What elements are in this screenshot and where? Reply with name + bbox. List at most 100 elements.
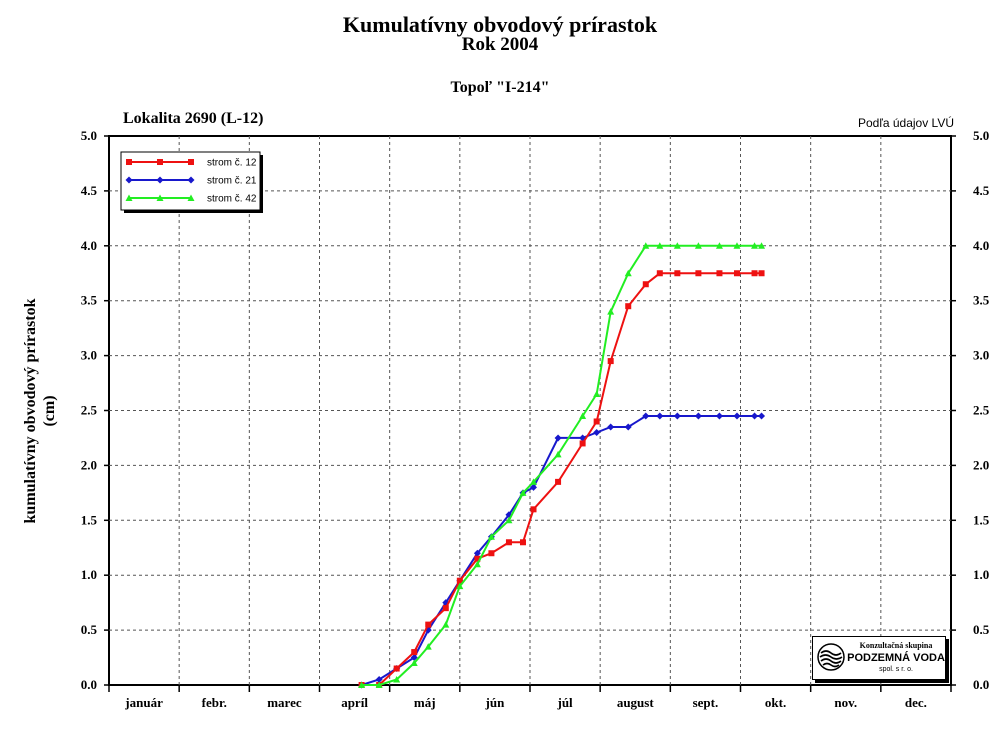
data-point [642,412,650,420]
data-point [695,270,702,277]
data-point [358,681,366,688]
data-point [126,159,132,165]
legend-label: strom č. 21 [207,176,257,187]
data-point [487,533,495,540]
legend: strom č. 12 strom č. 21 strom č. 42 [120,151,263,213]
data-point [624,269,632,277]
x-tick-label-month: okt. [765,695,786,710]
y-tick-label-right: 1.5 [973,512,990,527]
data-point [425,621,432,628]
data-point [156,176,164,184]
data-point [156,194,164,201]
data-point [530,478,538,485]
x-tick-label-month: sept. [693,695,719,710]
x-tick-label-month: január [124,695,163,710]
data-point [593,428,601,436]
data-point [579,412,587,419]
data-point [673,242,681,249]
data-point [642,281,649,288]
x-tick-label-month: nov. [834,695,857,710]
data-point [424,643,432,650]
data-point [456,582,464,590]
data-point [593,390,601,398]
data-point [656,412,664,420]
data-point [505,516,513,524]
data-point [393,676,401,683]
logo-line1: Konzultačná skupina [859,641,933,650]
y-tick-label-right: 2.5 [973,403,990,418]
data-point [505,539,512,546]
y-tick-label-right: 5.0 [973,128,989,143]
data-point [375,681,383,688]
data-point [716,270,723,277]
logo-line3: spol. s r. o. [879,666,913,673]
data-point [125,194,133,201]
x-tick-label-month: máj [414,695,436,710]
y-tick-label-left: 3.5 [81,293,98,308]
data-point [488,550,495,557]
waves-emblem-icon [817,643,845,671]
x-tick-label-month: dec. [905,695,927,710]
y-tick-label-right: 1.0 [973,567,989,582]
data-point [733,270,740,277]
legend-label: strom č. 42 [207,194,257,205]
data-point [530,506,537,513]
y-tick-label-right: 0.5 [973,622,990,637]
logo-line2: PODZEMNÁ VODA [847,652,945,664]
data-point [125,176,133,184]
data-point [715,412,723,420]
y-tick-label-left: 1.0 [81,567,97,582]
data-point [442,605,449,612]
data-point [694,412,702,420]
y-tick-label-left: 4.0 [81,238,97,253]
y-tick-label-left: 3.0 [81,348,97,363]
data-point [456,577,463,584]
data-point [187,194,195,201]
data-point [442,621,450,628]
data-point [410,654,418,662]
data-point [758,242,766,249]
x-tick-label-month: júl [556,695,573,710]
y-tick-label-left: 0.0 [81,677,97,692]
data-point [188,159,194,165]
chart-year: Rok 2004 [461,34,539,55]
data-point [411,649,418,656]
source-note: Podľa údajov LVÚ [857,116,954,130]
y-tick-label-left: 2.5 [81,403,98,418]
y-tick-label-left: 4.5 [81,183,98,198]
y-tick-label-right: 0.0 [973,677,989,692]
data-point [656,242,664,249]
y-tick-label-left: 0.5 [81,622,98,637]
data-point [758,412,766,420]
x-tick-label-month: jún [485,695,506,710]
data-point [579,440,586,447]
data-point [607,358,614,365]
data-point [751,270,758,277]
data-point [555,478,562,485]
data-point [554,434,562,442]
y-tick-label-right: 3.0 [973,348,989,363]
data-point [758,270,765,277]
company-logo: Konzultačná skupina PODZEMNÁ VODA spol. … [812,636,946,680]
y-tick-label-left: 5.0 [81,128,97,143]
data-point [519,539,526,546]
data-point [375,676,383,684]
series-1 [358,270,765,688]
data-point [473,560,481,568]
x-tick-label-month: febr. [202,695,227,710]
data-point [393,665,400,672]
x-tick-label-month: apríl [341,695,368,710]
data-point [642,242,650,249]
data-point [751,412,759,420]
series-3 [358,242,766,688]
locality-label: Lokalita 2690 (L-12) [123,110,264,127]
data-point [187,176,195,184]
data-point [607,308,615,315]
x-tick-label-month: marec [267,695,302,710]
data-point [624,423,632,431]
data-point [673,412,681,420]
legend-label: strom č. 12 [207,158,257,169]
y-tick-label-left: 2.0 [81,457,97,472]
y-tick-label-right: 2.0 [973,457,989,472]
